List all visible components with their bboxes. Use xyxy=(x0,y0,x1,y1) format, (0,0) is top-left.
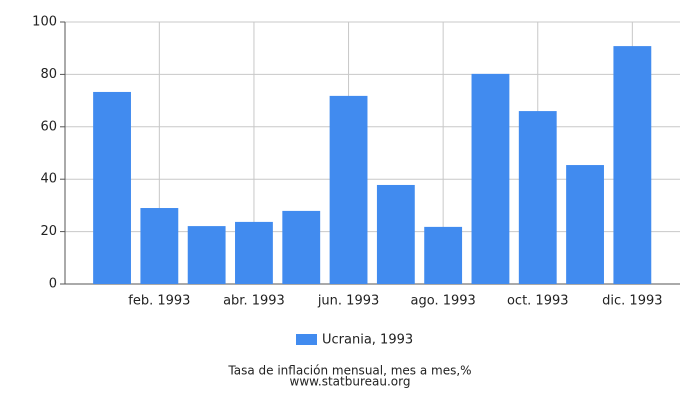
bar xyxy=(518,111,557,284)
y-tick-label: 20 xyxy=(40,224,57,239)
footer-text: Tasa de inflación mensual, mes a mes,% xyxy=(227,364,471,378)
bar xyxy=(329,95,368,284)
legend-swatch xyxy=(296,334,317,345)
y-tick-label: 80 xyxy=(40,67,57,82)
x-tick-label: dic. 1993 xyxy=(602,294,662,309)
footer-text: www.statbureau.org xyxy=(290,375,411,389)
x-tick-label: ago. 1993 xyxy=(411,294,476,309)
y-tick-label: 0 xyxy=(49,277,57,292)
bar xyxy=(235,221,273,284)
bar xyxy=(376,184,415,284)
x-tick-label: abr. 1993 xyxy=(223,294,285,309)
x-tick-label: feb. 1993 xyxy=(128,294,190,309)
bar xyxy=(282,210,321,284)
bar xyxy=(187,226,226,284)
bar xyxy=(566,165,604,284)
legend-label: Ucrania, 1993 xyxy=(322,333,413,348)
x-tick-label: jun. 1993 xyxy=(317,294,379,309)
bar xyxy=(424,226,463,284)
bar xyxy=(471,73,510,284)
y-tick-label: 100 xyxy=(32,15,57,30)
bar xyxy=(140,208,179,284)
bar xyxy=(613,46,652,284)
x-tick-label: oct. 1993 xyxy=(507,294,569,309)
bar xyxy=(93,91,131,284)
y-tick-label: 40 xyxy=(40,172,57,187)
y-tick-label: 60 xyxy=(40,119,57,134)
